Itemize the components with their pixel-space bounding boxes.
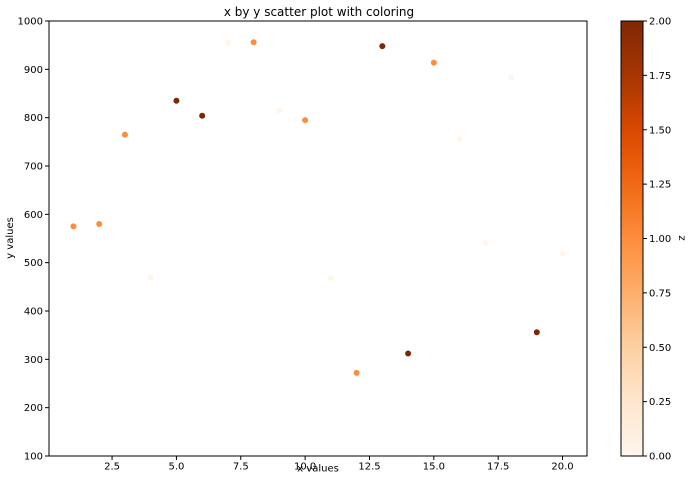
x-axis-label: x values (297, 464, 339, 475)
y-tick-label: 600 (24, 210, 43, 221)
scatter-point (70, 223, 77, 230)
scatter-point (482, 239, 489, 246)
plot-area (49, 21, 587, 456)
y-tick-label: 500 (24, 258, 43, 269)
colorbar (620, 20, 644, 457)
colorbar-tick-label: 0.00 (649, 452, 671, 463)
x-tick-label: 10.0 (294, 462, 316, 473)
y-tick-label: 1000 (18, 17, 43, 28)
scatter-point (173, 97, 180, 104)
colorbar-tick-label: 0.25 (649, 397, 671, 408)
colorbar-tick-label: 1.25 (649, 180, 671, 191)
y-tick-label: 400 (24, 307, 43, 318)
scatter-point (508, 74, 515, 81)
x-tick-label: 15.0 (423, 462, 445, 473)
scatter-point (405, 350, 412, 357)
plot-frame (48, 20, 588, 457)
data-points (70, 39, 566, 376)
colorbar-tick-label: 1.75 (649, 71, 671, 82)
y-axis-ticks: 100 200 300 400 500 600 700 800 900 1000 (18, 17, 49, 463)
colorbar-tick-label: 1.50 (649, 125, 671, 136)
scatter-point (353, 369, 360, 376)
y-tick-label: 200 (24, 403, 43, 414)
x-tick-label: 12.5 (358, 462, 380, 473)
y-tick-label: 100 (24, 452, 43, 463)
scatter-point (199, 112, 206, 119)
y-tick-label: 700 (24, 162, 43, 173)
colorbar-tick-label: 1.00 (649, 234, 671, 245)
x-tick-label: 5.0 (168, 462, 184, 473)
scatter-point (121, 131, 128, 138)
x-axis-ticks: 2.5 5.0 7.5 10.0 12.5 15.0 17.5 20.0 (104, 456, 574, 473)
scatter-point (224, 39, 231, 46)
colorbar-tick-label: 0.75 (649, 288, 671, 299)
scatter-point (96, 221, 103, 227)
chart-title: x by y scatter plot with coloring (224, 5, 414, 19)
scatter-point (456, 135, 463, 142)
scatter-point (250, 39, 257, 46)
scatter-point (533, 329, 540, 336)
y-tick-label: 900 (24, 65, 43, 76)
colorbar-tick-label: 0.50 (649, 343, 671, 354)
scatter-point (147, 274, 154, 281)
colorbar-tick-label: 2.00 (649, 17, 671, 28)
scatter-point (302, 117, 309, 124)
colorbar-label: z (676, 235, 687, 240)
x-tick-label: 20.0 (551, 462, 573, 473)
y-tick-label: 800 (24, 113, 43, 124)
y-tick-label: 300 (24, 355, 43, 366)
x-tick-label: 2.5 (104, 462, 120, 473)
x-tick-label: 7.5 (233, 462, 249, 473)
y-axis-label: y values (5, 217, 16, 259)
scatter-point (276, 107, 283, 114)
scatter-point (559, 250, 566, 257)
scatter-point (430, 59, 437, 66)
scatter-point (379, 43, 386, 50)
scatter-point (327, 275, 334, 282)
x-tick-label: 17.5 (487, 462, 509, 473)
colorbar-ticks: 0.00 0.25 0.50 0.75 1.00 1.25 1.50 1.75 2.00 (643, 17, 671, 463)
